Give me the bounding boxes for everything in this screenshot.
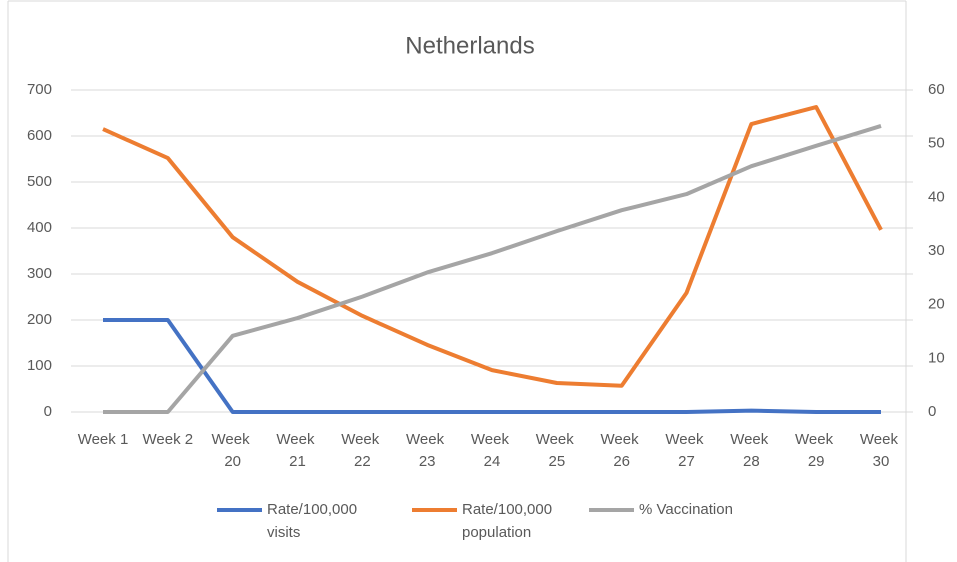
y2-tick-label: 50 bbox=[928, 135, 945, 152]
series-line bbox=[102, 105, 883, 388]
y-tick-label: 600 bbox=[27, 127, 52, 144]
x-tick-label: Week 27 bbox=[665, 431, 707, 470]
series-line bbox=[103, 124, 882, 414]
y-tick-label: 200 bbox=[27, 311, 52, 328]
y-tick-label: 100 bbox=[27, 357, 52, 374]
y2-tick-label: 0 bbox=[928, 403, 936, 420]
x-tick-label: Week 26 bbox=[601, 431, 643, 470]
x-tick-label: Week 24 bbox=[471, 431, 513, 470]
chart-title: Netherlands bbox=[405, 32, 534, 59]
y2-tick-label: 30 bbox=[928, 242, 945, 259]
x-tick-label: Week 30 bbox=[860, 431, 902, 470]
x-tick-label: Week 25 bbox=[536, 431, 578, 470]
series-line bbox=[103, 318, 881, 414]
y-tick-label: 300 bbox=[27, 265, 52, 282]
x-tick-label: Week 20 bbox=[212, 431, 254, 470]
y2-tick-label: 60 bbox=[928, 81, 945, 98]
x-tick-label: Week 2 bbox=[143, 431, 194, 448]
y-tick-label: 700 bbox=[27, 81, 52, 98]
x-tick-label: Week 1 bbox=[78, 431, 129, 448]
legend-label: Rate/100,000 population bbox=[462, 501, 556, 541]
x-tick-label: Week 28 bbox=[730, 431, 772, 470]
x-tick-label: Week 22 bbox=[341, 431, 383, 470]
y-tick-label: 500 bbox=[27, 173, 52, 190]
y2-tick-label: 20 bbox=[928, 296, 945, 313]
y2-tick-label: 40 bbox=[928, 188, 945, 205]
y-tick-label: 0 bbox=[44, 403, 52, 420]
y-tick-label: 400 bbox=[27, 219, 52, 236]
x-tick-label: Week 23 bbox=[406, 431, 448, 470]
x-tick-label: Week 29 bbox=[795, 431, 837, 470]
legend-label: Rate/100,000 visits bbox=[267, 501, 361, 541]
x-tick-label: Week 21 bbox=[276, 431, 318, 470]
y2-tick-label: 10 bbox=[928, 349, 945, 366]
legend-label: % Vaccination bbox=[639, 501, 733, 518]
